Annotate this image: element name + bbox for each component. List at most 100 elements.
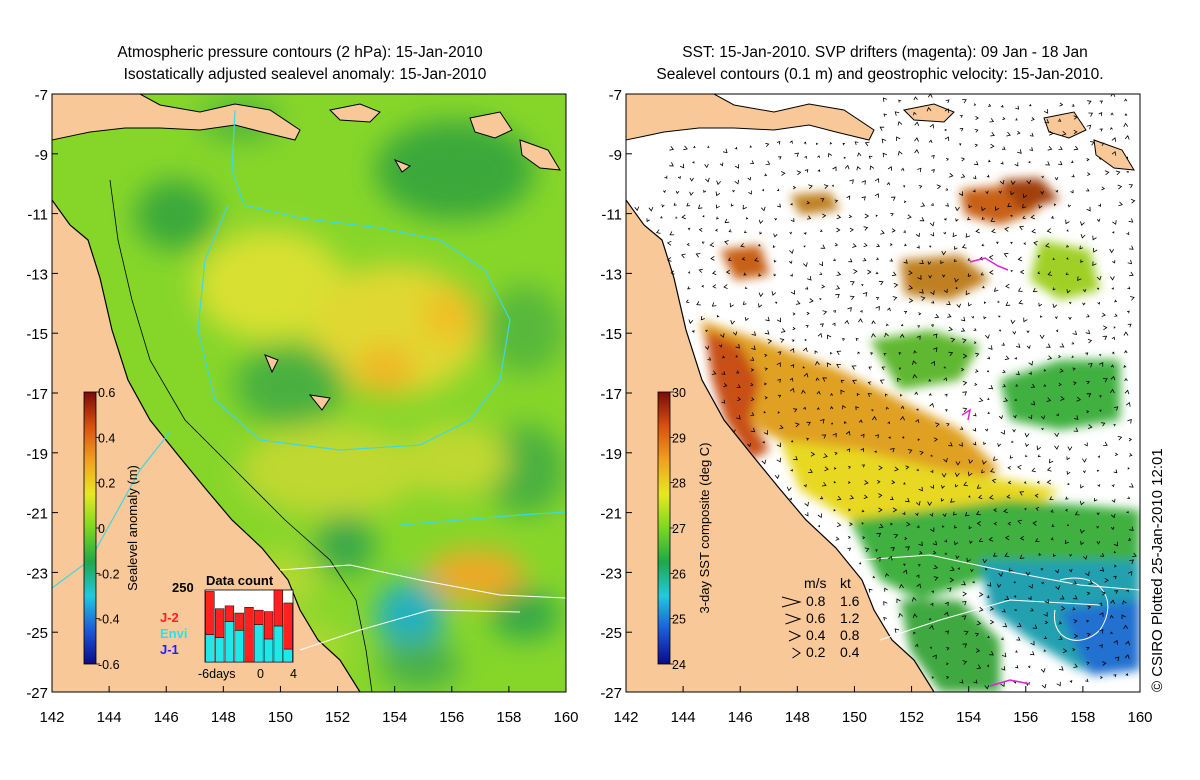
velocity-arrow: [754, 257, 759, 262]
velocity-arrow: [689, 177, 694, 182]
velocity-arrow: [1111, 498, 1116, 503]
velocity-arrow: [719, 344, 723, 348]
velocity-arrow: [967, 273, 972, 277]
velocity-arrow: [1022, 215, 1026, 219]
velocity-arrow: [1004, 552, 1010, 557]
velocity-arrow: [914, 137, 919, 142]
velocity-arrow: [1114, 299, 1118, 303]
velocity-arrow: [900, 405, 905, 410]
velocity-arrow: [781, 171, 786, 176]
velocity-arrow: [716, 216, 719, 220]
velocity-arrow: [989, 606, 995, 611]
velocity-arrow: [887, 166, 893, 171]
velocity-arrow: [989, 118, 995, 123]
velocity-arrow: [861, 509, 865, 513]
velocity-arrow: [764, 353, 768, 357]
velocity-arrow: [821, 481, 827, 487]
velocity-arrow: [956, 303, 961, 309]
velocity-arrow: [886, 181, 891, 186]
velocity-arrow: [959, 115, 963, 118]
velocity-arrow: [954, 277, 959, 283]
velocity-arrow: [930, 203, 934, 207]
velocity-arrow: [1127, 310, 1130, 314]
velocity-arrow: [1071, 103, 1075, 107]
velocity-arrow: [844, 319, 849, 325]
velocity-arrow: [981, 216, 985, 220]
velocity-arrow: [864, 547, 870, 553]
velocity-arrow: [1029, 147, 1034, 152]
velocity-arrow: [1087, 363, 1093, 368]
velocity-arrow: [819, 272, 823, 275]
velocity-arrow: [744, 286, 748, 290]
velocity-arrow: [1057, 118, 1062, 122]
velocity-arrow: [777, 378, 782, 383]
velocity-arrow: [1041, 683, 1047, 689]
velocity-arrow: [819, 229, 823, 233]
velocity-arrow: [887, 421, 891, 425]
velocity-arrow: [1014, 398, 1017, 402]
velocity-arrow: [666, 240, 672, 246]
velocity-arrow: [972, 189, 976, 193]
velocity-arrow: [1126, 156, 1129, 159]
velocity-arrow: [930, 484, 934, 489]
velocity-arrow: [761, 459, 767, 465]
velocity-arrow: [861, 196, 866, 201]
longitude-label: 160: [553, 709, 578, 726]
velocity-legend-kt: 1.6: [840, 593, 860, 609]
velocity-arrow: [856, 392, 860, 397]
velocity-arrow: [1098, 602, 1103, 607]
velocity-arrow: [928, 275, 932, 279]
velocity-arrow: [861, 180, 866, 185]
velocity-arrow: [836, 495, 842, 501]
velocity-arrow: [934, 313, 940, 319]
right-land-mask: [626, 200, 934, 692]
velocity-arrow: [891, 271, 897, 277]
velocity-arrow: [1129, 559, 1134, 564]
velocity-arrow: [827, 334, 832, 340]
velocity-arrow: [735, 344, 740, 349]
velocity-arrow: [735, 355, 738, 358]
colorbar-tick-label: -0.4: [98, 613, 120, 627]
velocity-arrow: [790, 218, 795, 223]
latitude-label: -13: [26, 266, 48, 283]
data-count-bar-envi: [234, 630, 244, 663]
velocity-arrow: [1040, 191, 1045, 195]
velocity-arrow: [916, 583, 921, 589]
velocity-arrow: [1127, 259, 1133, 265]
velocity-arrow: [890, 213, 894, 217]
data-count-bar-envi: [254, 624, 264, 663]
velocity-arrow: [1118, 201, 1123, 207]
velocity-arrow: [747, 176, 752, 181]
velocity-arrow: [871, 333, 876, 338]
velocity-arrow: [1006, 494, 1011, 499]
velocity-arrow: [962, 407, 968, 413]
velocity-arrow: [843, 156, 846, 159]
velocity-arrow: [875, 549, 878, 552]
velocity-arrow: [995, 206, 1000, 211]
velocity-arrow: [1129, 526, 1134, 531]
velocity-arrow: [1111, 351, 1115, 355]
velocity-arrow: [900, 167, 905, 172]
velocity-arrow: [919, 259, 924, 265]
velocity-arrow: [990, 131, 995, 137]
velocity-arrow: [716, 180, 721, 186]
velocity-arrow: [931, 676, 935, 679]
velocity-arrow: [898, 352, 902, 355]
velocity-arrow: [891, 228, 896, 233]
longitude-label: 150: [268, 709, 293, 726]
velocity-arrow: [1066, 229, 1069, 232]
velocity-arrow: [942, 513, 947, 518]
velocity-arrow: [1066, 289, 1071, 294]
left-colorbar-ticks: 0.6 0.4 0.2 0 -0.2 -0.4 -0.6: [96, 386, 120, 672]
data-count-bar-envi: [283, 648, 293, 663]
velocity-arrow: [700, 316, 705, 321]
velocity-arrow: [1104, 577, 1109, 583]
velocity-arrow: [1087, 172, 1091, 176]
velocity-arrow: [878, 280, 884, 286]
velocity-arrow: [961, 615, 967, 620]
velocity-arrow: [695, 253, 701, 258]
latitude-label: -25: [600, 625, 622, 642]
velocity-arrow: [1101, 312, 1106, 317]
velocity-arrow: [928, 139, 933, 144]
velocity-arrow: [945, 203, 949, 207]
